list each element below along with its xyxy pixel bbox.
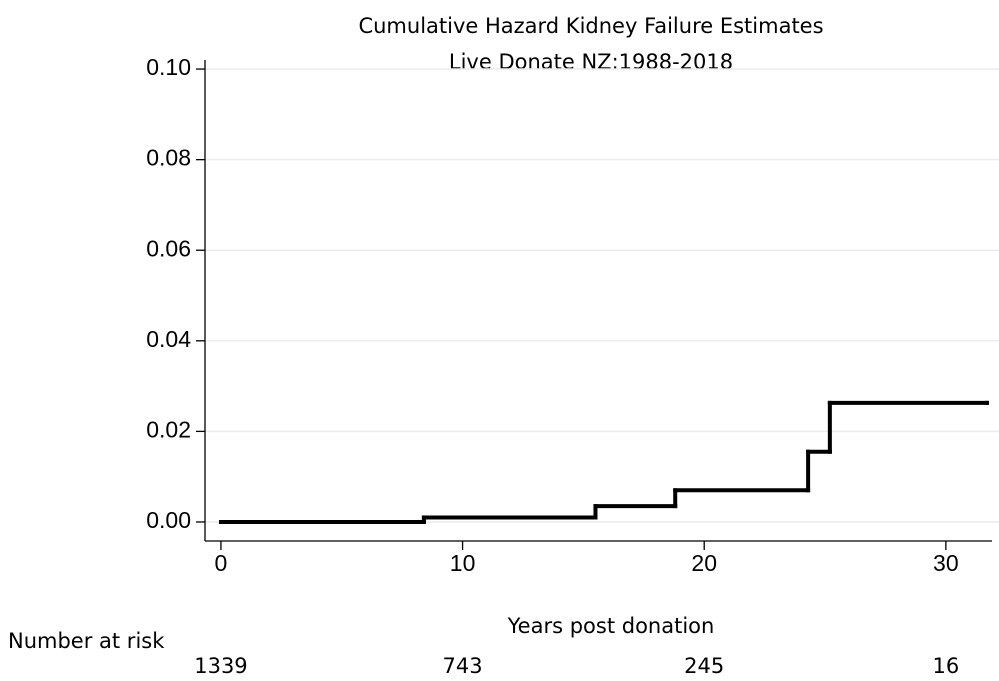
x-tick-label: 20 [691,550,717,576]
x-axis-label: Years post donation [507,614,715,638]
risk-count: 245 [684,654,724,678]
risk-count: 16 [932,654,959,678]
y-tick-label: 0.10 [146,54,191,80]
risk-count: 743 [443,654,483,678]
y-tick-label: 0.00 [146,507,191,533]
chart-subtitle: Live Donate NZ:1988-2018 [449,50,733,74]
x-tick-label: 10 [450,550,476,576]
x-tick-label: 30 [933,550,959,576]
y-tick-label: 0.08 [146,145,191,171]
y-tick-label: 0.02 [146,416,191,442]
chart-title: Cumulative Hazard Kidney Failure Estimat… [358,14,823,38]
risk-count: 1339 [194,654,247,678]
y-tick-label: 0.06 [146,235,191,261]
x-tick-label: 0 [215,550,228,576]
y-tick-label: 0.04 [146,326,191,352]
risk-table-label: Number at risk [8,629,165,653]
